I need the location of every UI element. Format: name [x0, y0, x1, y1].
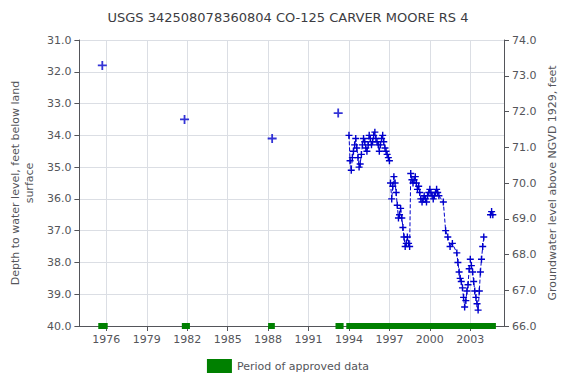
svg-text:1979: 1979	[133, 333, 161, 346]
svg-text:1988: 1988	[254, 333, 282, 346]
svg-text:1994: 1994	[335, 333, 363, 346]
svg-text:68.0: 68.0	[512, 248, 537, 261]
svg-text:69.0: 69.0	[512, 212, 537, 225]
svg-text:37.0: 37.0	[47, 224, 72, 237]
svg-text:Depth to water level, feet bel: Depth to water level, feet below land	[9, 81, 22, 286]
svg-text:2000: 2000	[416, 333, 444, 346]
svg-text:32.0: 32.0	[47, 65, 72, 78]
svg-text:66.0: 66.0	[512, 320, 537, 333]
svg-text:73.0: 73.0	[512, 69, 537, 82]
svg-text:70.0: 70.0	[512, 177, 537, 190]
svg-text:74.0: 74.0	[512, 34, 537, 47]
svg-text:71.0: 71.0	[512, 141, 537, 154]
svg-text:1997: 1997	[375, 333, 403, 346]
svg-text:31.0: 31.0	[47, 34, 72, 47]
svg-text:1976: 1976	[92, 333, 120, 346]
svg-text:36.0: 36.0	[47, 192, 72, 205]
svg-text:2003: 2003	[456, 333, 484, 346]
svg-text:67.0: 67.0	[512, 284, 537, 297]
svg-text:38.0: 38.0	[47, 256, 72, 269]
svg-text:1991: 1991	[295, 333, 323, 346]
svg-text:1982: 1982	[173, 333, 201, 346]
svg-text:35.0: 35.0	[47, 161, 72, 174]
svg-text:USGS 342508078360804 CO-125 CA: USGS 342508078360804 CO-125 CARVER MOORE…	[107, 10, 468, 25]
svg-text:1985: 1985	[214, 333, 242, 346]
svg-text:Groundwater level above NGVD 1: Groundwater level above NGVD 1929, feet	[546, 65, 559, 301]
svg-text:34.0: 34.0	[47, 129, 72, 142]
svg-text:surface: surface	[23, 162, 36, 203]
svg-text:40.0: 40.0	[47, 320, 72, 333]
svg-text:Period of approved data: Period of approved data	[237, 360, 369, 373]
svg-text:39.0: 39.0	[47, 288, 72, 301]
svg-text:33.0: 33.0	[47, 97, 72, 110]
svg-text:72.0: 72.0	[512, 105, 537, 118]
